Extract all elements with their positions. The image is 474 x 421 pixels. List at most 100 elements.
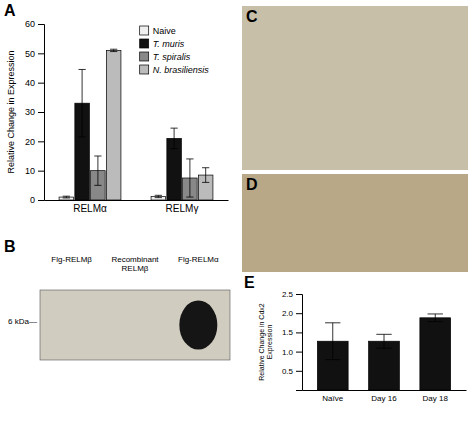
error-bar xyxy=(428,314,443,322)
tick-label: 1.0 xyxy=(282,348,294,357)
tick: Day 18 xyxy=(423,390,449,403)
legend-item: T. spiralis xyxy=(140,52,191,62)
panel: E0.51.01.52.02.5NaïveDay 16Day 18Relativ… xyxy=(244,274,467,403)
error-bar xyxy=(376,334,391,348)
legend-swatch xyxy=(140,52,149,61)
error-bar xyxy=(78,69,85,136)
legend: Naive T. muris T. spiralis N. brasiliensis xyxy=(140,26,210,75)
tick-label: 2.0 xyxy=(282,309,294,318)
error-bar xyxy=(170,128,177,149)
x-axis: Naïve Day 16 Day 18 xyxy=(303,390,467,403)
error-bar xyxy=(110,49,117,51)
tick-mark xyxy=(38,53,44,54)
panel-label: B xyxy=(4,238,16,255)
tick-mark xyxy=(38,83,44,84)
tick: 1.0 xyxy=(282,348,302,357)
panel: C xyxy=(242,6,468,170)
figure: A 0 10 20 30 40 50 60 RELMα RELMγ Relative Change … xyxy=(0,0,474,421)
tick: 50 xyxy=(25,49,44,59)
error-bar xyxy=(186,159,193,197)
panel-label: C xyxy=(246,8,258,25)
tick: RELMγ xyxy=(166,200,199,214)
bar xyxy=(420,318,451,390)
tick-mark xyxy=(38,141,44,142)
legend-item: Naive xyxy=(140,26,176,36)
error-bar xyxy=(325,323,340,360)
tick: Day 16 xyxy=(371,390,397,403)
tick-label: 20 xyxy=(25,137,35,147)
bar xyxy=(59,197,74,200)
tick-label: 0.5 xyxy=(282,367,294,376)
plot-area xyxy=(317,314,450,390)
tick-label: 60 xyxy=(25,19,35,29)
axis-line xyxy=(38,25,45,201)
tick-mark xyxy=(38,24,44,25)
tick: 1.5 xyxy=(282,328,302,337)
panel: D xyxy=(242,174,468,272)
tick-mark xyxy=(38,200,44,201)
y-axis-label: Relative Change in Expression xyxy=(6,50,16,173)
legend-label: T. spiralis xyxy=(153,52,191,62)
tick-mark xyxy=(296,352,302,353)
tick-label: 30 xyxy=(25,107,35,117)
panel-label: D xyxy=(246,176,258,193)
lane-label: Flg-RELMα xyxy=(178,255,219,264)
axis-line xyxy=(303,390,467,391)
tick: 10 xyxy=(25,166,44,176)
axis-line xyxy=(45,200,229,201)
tick-label: Day 16 xyxy=(371,394,397,403)
bar xyxy=(106,50,121,200)
tick-label: 0 xyxy=(30,195,35,205)
band xyxy=(179,301,217,350)
tick: 2.0 xyxy=(282,309,302,318)
tick-mark xyxy=(296,332,302,333)
tick-label: RELMα xyxy=(73,203,107,214)
tick-mark xyxy=(296,371,302,372)
tick-label: 10 xyxy=(25,166,35,176)
y-axis: 0 10 20 30 40 50 60 xyxy=(25,19,45,205)
legend-swatch xyxy=(140,65,149,74)
lane-label: Flg-RELMβ xyxy=(51,255,92,264)
image-panel xyxy=(242,174,468,272)
tick: RELMα xyxy=(73,200,107,214)
tick: 20 xyxy=(25,137,44,147)
panel-label: A xyxy=(4,2,16,19)
panel-label: E xyxy=(244,274,255,291)
lane-label: RecombinantRELMβ xyxy=(111,255,159,273)
tick-label: 50 xyxy=(25,49,35,59)
tick-label: 2.5 xyxy=(282,290,294,299)
tick-mark xyxy=(296,313,302,314)
tick: 0 xyxy=(30,195,44,205)
tick-label: 1.5 xyxy=(282,328,294,337)
tick-label: Day 18 xyxy=(423,394,449,403)
y-axis: 0.5 1.0 1.5 2.0 2.5 xyxy=(282,290,303,390)
legend-swatch xyxy=(140,26,149,35)
tick: 0.5 xyxy=(282,367,302,376)
tick: Naïve xyxy=(322,390,343,403)
tick: 2.5 xyxy=(282,290,302,299)
error-bar xyxy=(94,156,101,185)
error-bar xyxy=(63,196,70,198)
legend-item: T. muris xyxy=(140,39,185,49)
tick-mark xyxy=(296,294,302,295)
tick-label: 40 xyxy=(25,78,35,88)
panel: A 0 10 20 30 40 50 60 RELMα RELMγ Relative Change … xyxy=(4,2,229,214)
legend-item: N. brasiliensis xyxy=(140,65,210,75)
marker-label: 6 kDa— xyxy=(8,317,37,326)
tick-mark xyxy=(38,171,44,172)
legend-label: T. muris xyxy=(153,39,185,49)
tick: 30 xyxy=(25,107,44,117)
axis-line xyxy=(296,295,303,391)
legend-swatch xyxy=(140,39,149,48)
legend-label: N. brasiliensis xyxy=(153,65,210,75)
error-bar xyxy=(155,195,162,197)
error-bar xyxy=(202,168,209,183)
panel: Flg-RELMβ RecombinantRELMβ Flg-RELMα 6 kDa—… xyxy=(4,238,230,360)
x-axis: RELMα RELMγ xyxy=(45,200,229,214)
plot-area xyxy=(59,49,213,200)
tick-label: Naïve xyxy=(322,394,343,403)
bar xyxy=(369,341,400,390)
tick: 60 xyxy=(25,19,44,29)
gel xyxy=(40,290,230,360)
tick-mark xyxy=(38,112,44,113)
